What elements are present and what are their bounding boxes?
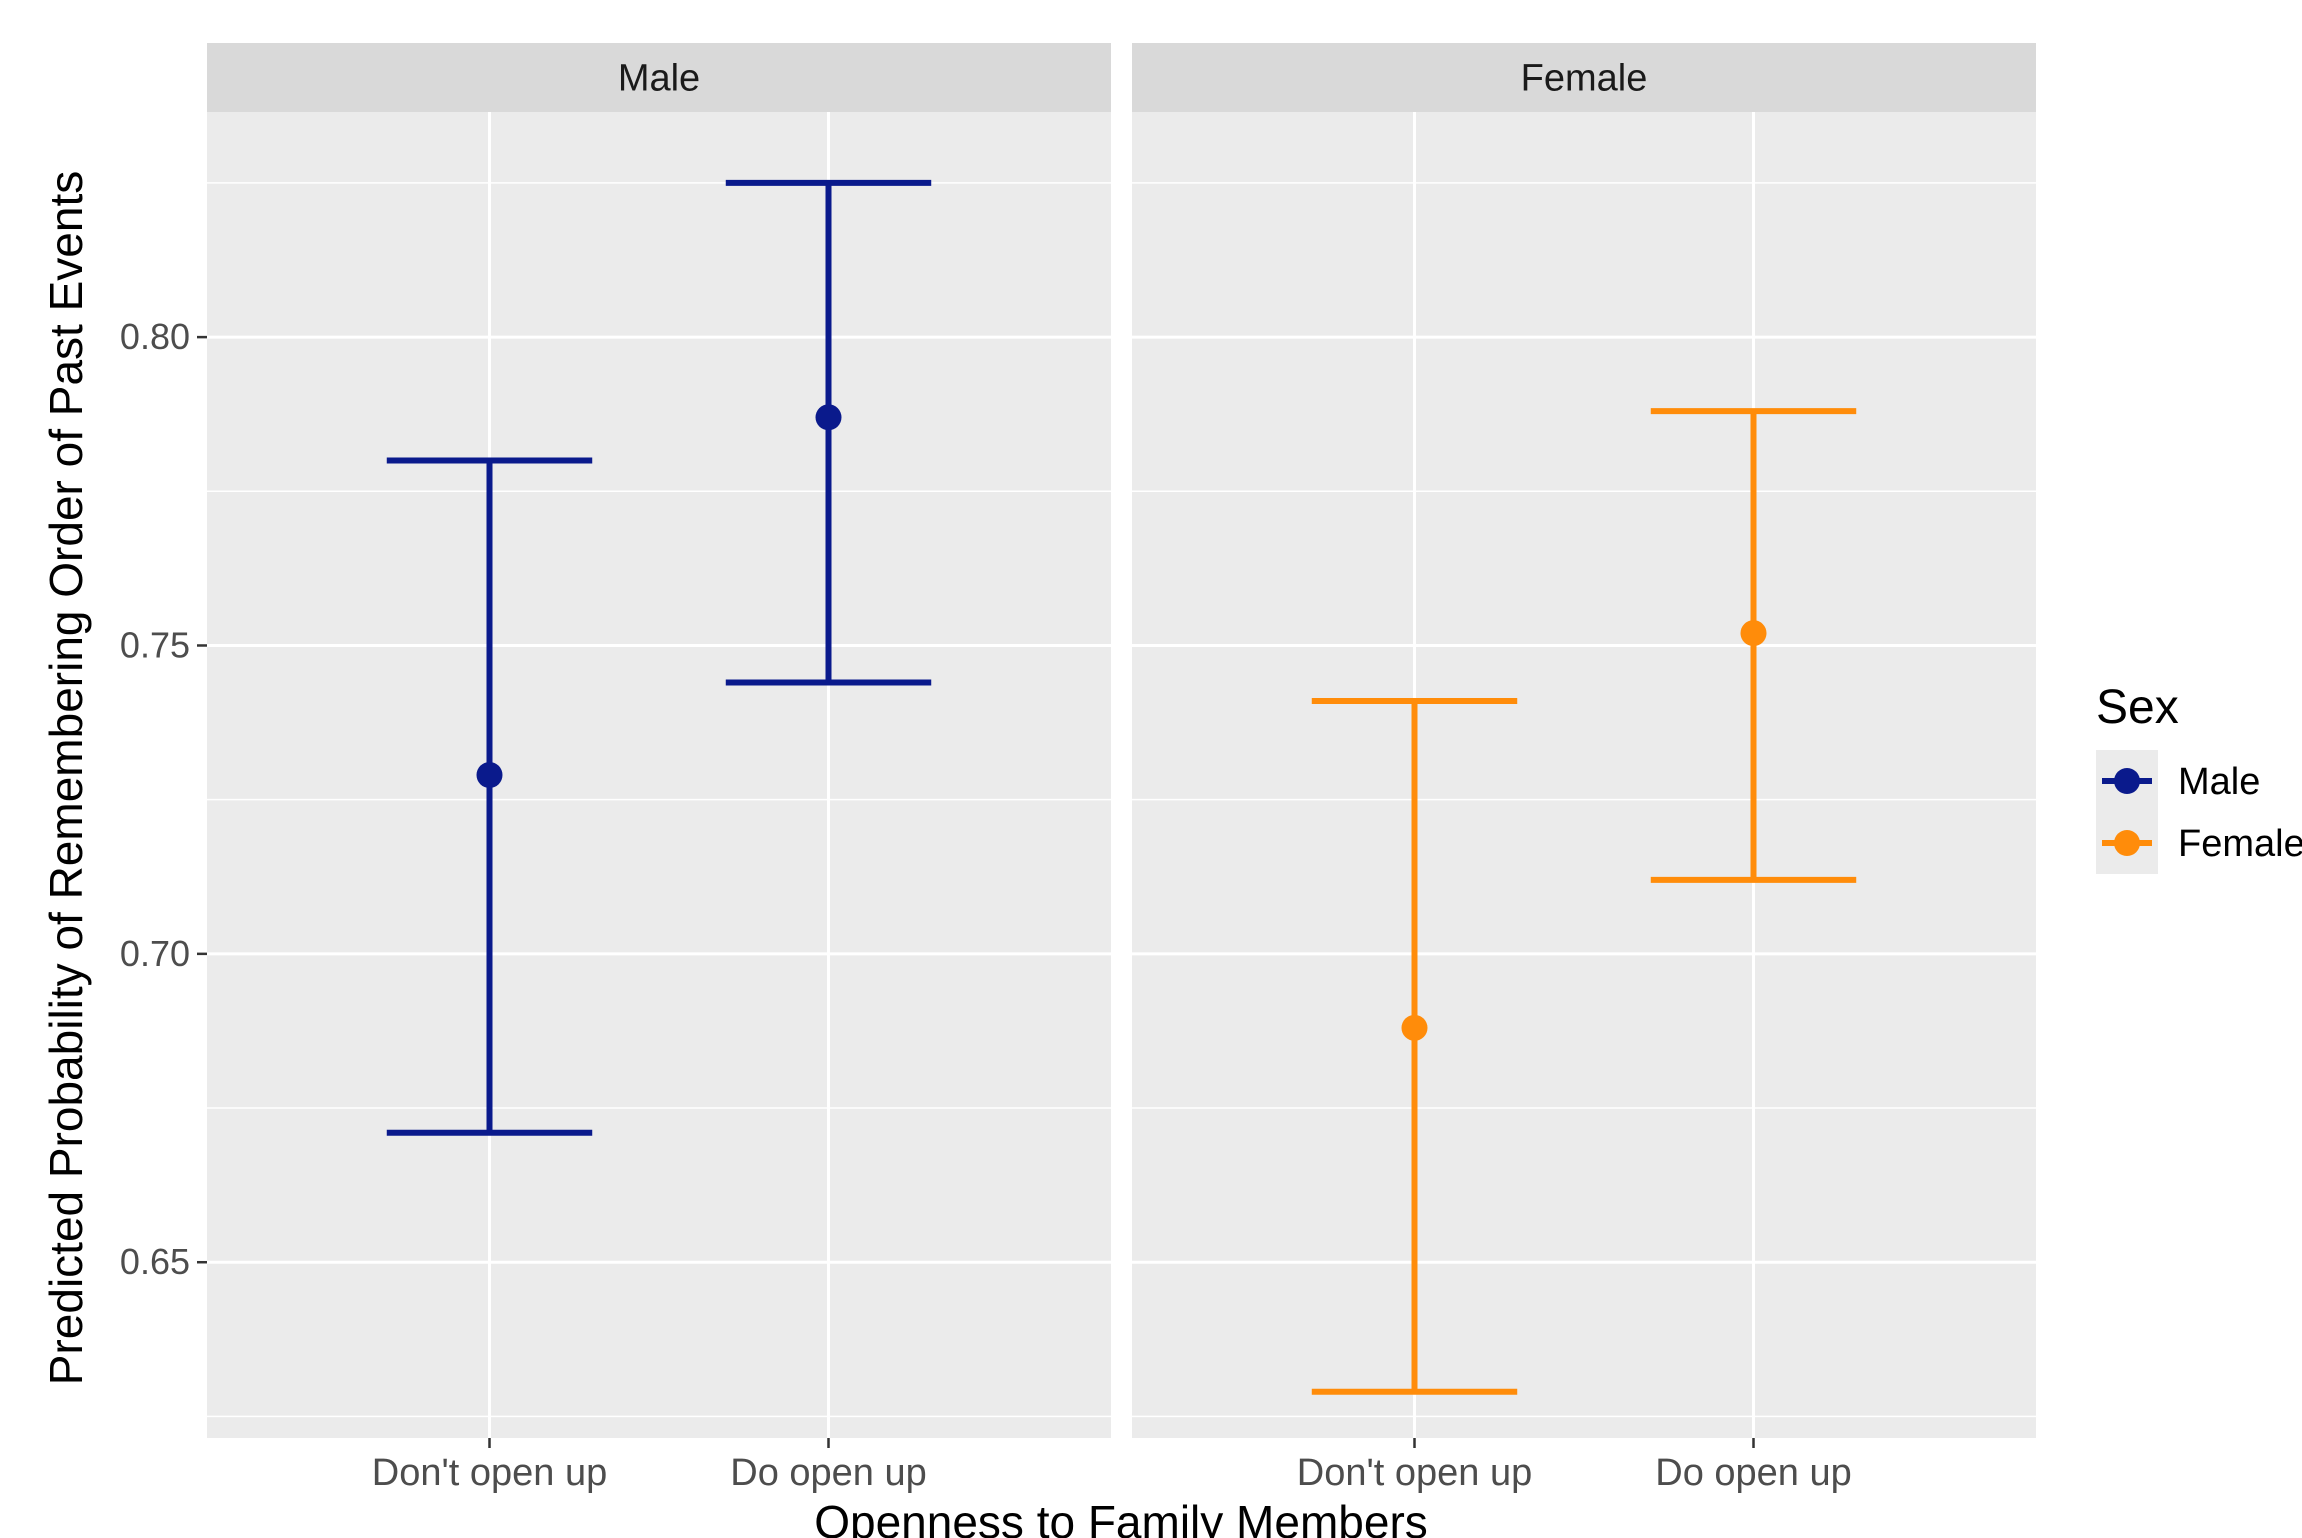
x-axis: Don't open up Do open up Don't open up Do o… <box>372 1438 1852 1494</box>
panel-female: Female <box>1132 43 2036 1438</box>
panel-background <box>207 112 1111 1438</box>
x-tick-label: Do open up <box>1655 1452 1852 1494</box>
point-estimate <box>815 404 842 431</box>
y-tick-label: 0.75 <box>120 624 190 665</box>
y-axis: 0.65 0.70 0.75 0.80 <box>120 316 207 1282</box>
panel-strip-label: Female <box>1521 58 1648 100</box>
y-axis-title: Predicted Probability of Remembering Ord… <box>40 171 92 1385</box>
series-female <box>1311 408 1857 1395</box>
legend-key-point <box>2114 830 2140 856</box>
x-tick-label: Do open up <box>730 1452 927 1494</box>
panel-strip-label: Male <box>618 58 700 100</box>
point-estimate <box>1401 1014 1428 1041</box>
point-estimate <box>476 762 503 788</box>
panel-strip <box>1132 43 2036 112</box>
panel-strip <box>207 43 1111 112</box>
legend-title: Sex <box>2096 681 2179 734</box>
legend-key-point <box>2114 768 2140 794</box>
legend-item-female: Female <box>2096 812 2302 874</box>
panel-male: Male <box>207 43 1111 1438</box>
series-male <box>386 179 932 1136</box>
y-tick-label: 0.65 <box>120 1241 190 1282</box>
panel-background <box>1132 112 2036 1438</box>
x-tick-label: Don't open up <box>372 1452 607 1494</box>
x-axis-title: Openness to Family Members <box>814 1496 1428 1538</box>
legend-label: Male <box>2178 761 2260 803</box>
legend-item-male: Male <box>2096 750 2260 812</box>
y-tick-label: 0.70 <box>120 933 190 974</box>
x-tick-label: Don't open up <box>1297 1452 1532 1494</box>
legend-label: Female <box>2178 823 2302 865</box>
facet-panels: Male Female <box>207 43 2036 1438</box>
legend: Sex Male Female <box>2096 681 2302 874</box>
point-estimate <box>1740 620 1767 647</box>
y-tick-label: 0.80 <box>120 316 190 357</box>
